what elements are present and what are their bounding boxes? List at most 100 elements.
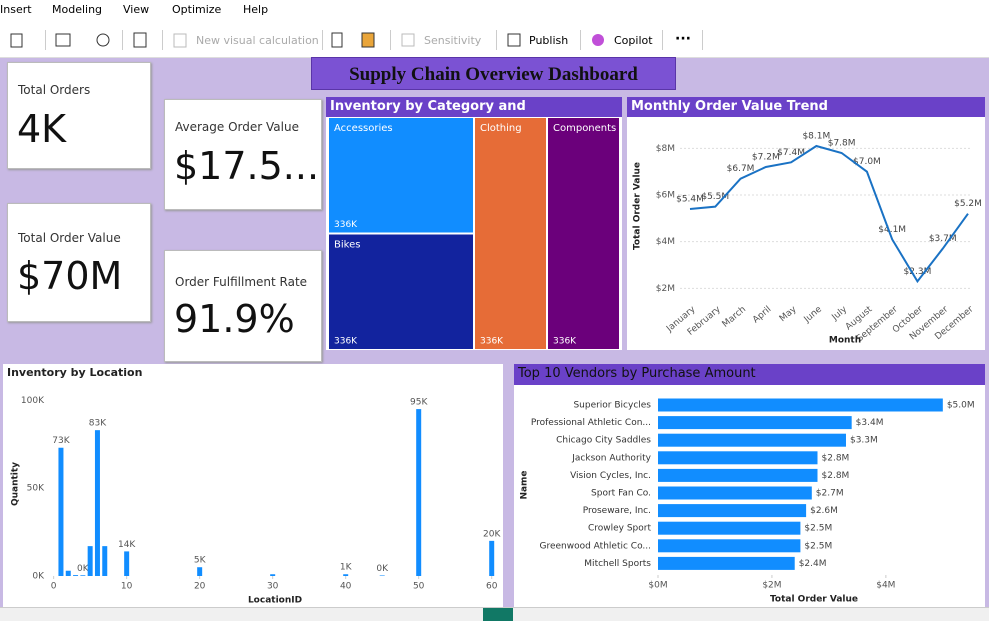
menu-item[interactable]: Modeling <box>52 3 103 16</box>
icon[interactable] <box>507 33 521 47</box>
y-axis-title: Name <box>520 470 530 499</box>
card-value: 4K <box>17 107 67 151</box>
treemap-tile <box>475 118 546 349</box>
icon[interactable] <box>55 33 71 47</box>
data-label: 20K <box>483 529 501 539</box>
hbar-panel[interactable]: Top 10 Vendors by Purchase Amount $0M $2M… <box>514 364 985 607</box>
x-tick-label: $0M <box>648 581 667 591</box>
data-label: 14K <box>118 540 136 550</box>
toolbar-button[interactable]: Publish <box>529 34 569 47</box>
kpi-card[interactable]: Total Orders 4K <box>7 62 151 169</box>
icon[interactable] <box>361 32 375 48</box>
data-label: 73K <box>52 436 70 446</box>
tile-value: 336K <box>553 337 577 347</box>
menu-item[interactable]: Optimize <box>172 3 222 16</box>
kpi-card[interactable]: Order Fulfillment Rate 91.9% <box>164 250 322 362</box>
data-label: 0K <box>77 564 90 574</box>
tile-label: Bikes <box>334 240 360 251</box>
tile-value: 336K <box>334 337 358 347</box>
toolbar-button: New visual calculation <box>196 34 319 47</box>
y-tick-label: $2M <box>656 284 675 294</box>
bar <box>658 504 807 518</box>
icon[interactable] <box>331 32 343 48</box>
column-chart: 0K 50K 100K 0 10 20 30 40 50 60 73K 0K 83K 14K 5K 1K 0K 9… <box>11 396 502 606</box>
tile-value: 336K <box>334 220 358 230</box>
x-tick-label: $2M <box>762 581 781 591</box>
x-tick-label: $4M <box>876 581 895 591</box>
kpi-card[interactable]: Total Order Value $70M <box>7 203 151 322</box>
icon[interactable] <box>592 34 604 46</box>
treemap-tile <box>329 234 473 349</box>
bar <box>65 570 71 576</box>
data-label: $2.7M <box>816 489 844 499</box>
bar <box>658 556 795 570</box>
dashboard-title: Supply Chain Overview Dashboard <box>311 57 676 90</box>
bar <box>658 433 846 447</box>
y-tick-label: Chicago City Saddles <box>556 436 651 446</box>
bar <box>658 521 801 535</box>
bar <box>80 575 86 576</box>
bar <box>416 409 422 576</box>
toolbar-button[interactable]: ··· <box>675 31 691 47</box>
y-tick-label: Sport Fan Co. <box>591 489 651 499</box>
menu-item[interactable]: Insert <box>0 3 32 16</box>
x-tick-label: March <box>721 305 748 330</box>
bar <box>343 574 349 576</box>
tile-label: Clothing <box>480 123 522 134</box>
visual-title: Top 10 Vendors by Purchase Amount <box>514 364 985 385</box>
data-label: $3.3M <box>850 436 878 446</box>
bar <box>87 546 93 576</box>
column-panel[interactable]: Inventory by Location 0K 50K 100K 0 10 20 30 40… <box>3 364 503 607</box>
line-panel[interactable]: Monthly Order Value Trend $2M $4M $6M $8M $5… <box>627 97 985 350</box>
bar <box>658 451 818 465</box>
treemap-tile <box>548 118 619 349</box>
add-page-button[interactable] <box>483 608 513 621</box>
x-tick-label: 30 <box>267 582 279 592</box>
icon[interactable] <box>10 33 23 48</box>
data-label: $5.5M <box>701 192 729 202</box>
x-tick-label: 10 <box>121 582 133 592</box>
toolbar-button[interactable]: Copilot <box>614 34 653 47</box>
data-label: $3.7M <box>929 234 957 244</box>
data-label: $2.6M <box>810 506 838 516</box>
visual-title: Inventory by Location <box>7 366 143 379</box>
tile-label: Components <box>553 123 616 134</box>
data-label: $7.8M <box>828 139 856 149</box>
data-label: 83K <box>89 419 107 429</box>
y-axis-title: Total Order Value <box>633 162 643 250</box>
data-label: $5.2M <box>954 199 982 209</box>
data-label: 0K <box>376 564 389 574</box>
bar <box>94 430 100 576</box>
treemap-panel[interactable]: Inventory by Category and Subcategory Ac… <box>326 97 622 350</box>
data-label: $2.5M <box>804 541 832 551</box>
card-label: Average Order Value <box>175 120 299 134</box>
menu-item[interactable]: Help <box>243 3 269 16</box>
y-tick-label: Jackson Authority <box>571 453 651 463</box>
icon[interactable] <box>133 32 147 48</box>
menu-item[interactable]: View <box>123 3 150 16</box>
x-tick-label: 0 <box>51 582 57 592</box>
icon[interactable] <box>96 33 110 47</box>
card-value: 91.9% <box>174 297 295 341</box>
x-axis-title: Month <box>829 336 861 346</box>
menu-bar: Insert Modeling View Optimize Help <box>0 0 989 20</box>
x-tick-label: 60 <box>486 582 498 592</box>
y-tick-label: Superior Bicycles <box>573 401 651 411</box>
y-tick-label: $4M <box>656 237 675 247</box>
x-tick-label: 50 <box>413 582 425 592</box>
y-tick-label: 100K <box>21 396 45 406</box>
bar <box>197 567 203 576</box>
data-label: $2.4M <box>799 559 827 569</box>
x-tick-label: May <box>778 304 799 324</box>
kpi-card[interactable]: Average Order Value $17.5... <box>164 99 322 210</box>
y-axis-title: Quantity <box>11 462 21 506</box>
data-label: $2.8M <box>822 453 850 463</box>
y-tick-label: Proseware, Inc. <box>583 506 651 516</box>
y-tick-label: Mitchell Sports <box>584 559 651 569</box>
y-tick-label: Vision Cycles, Inc. <box>570 471 651 481</box>
page-tabs-bar <box>0 607 989 621</box>
x-tick-label: April <box>751 305 773 326</box>
y-tick-label: Greenwood Athletic Co... <box>539 541 651 551</box>
toolbar-icons <box>10 32 604 48</box>
